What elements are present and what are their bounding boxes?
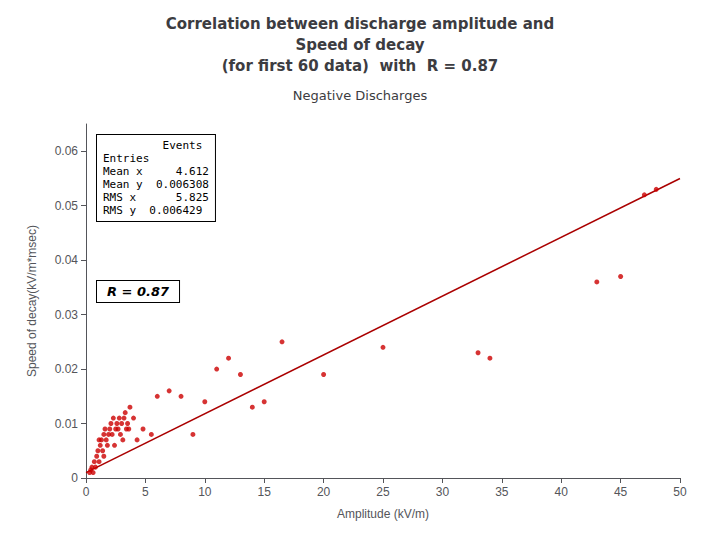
- svg-text:Speed of decay(kV/m*msec): Speed of decay(kV/m*msec): [25, 225, 39, 377]
- svg-text:Correlation between discharge: Correlation between discharge amplitude …: [166, 15, 555, 33]
- svg-text:15: 15: [258, 485, 272, 499]
- svg-text:Events: Events: [103, 139, 202, 152]
- svg-text:20: 20: [317, 485, 331, 499]
- svg-text:50: 50: [673, 485, 687, 499]
- svg-text:40: 40: [555, 485, 569, 499]
- svg-text:5: 5: [142, 485, 149, 499]
- svg-text:35: 35: [495, 485, 509, 499]
- svg-text:R = 0.87: R = 0.87: [107, 284, 170, 299]
- svg-text:RMS y 0.006429: RMS y 0.006429: [103, 204, 202, 217]
- svg-text:10: 10: [198, 485, 212, 499]
- svg-text:0.03: 0.03: [55, 308, 79, 322]
- svg-text:0.02: 0.02: [55, 362, 79, 376]
- svg-text:0.06: 0.06: [55, 144, 79, 158]
- svg-text:Mean x 4.612: Mean x 4.612: [103, 165, 209, 178]
- svg-text:Speed of decay: Speed of decay: [295, 36, 424, 54]
- svg-text:Entries: Entries: [103, 152, 149, 165]
- svg-text:0.05: 0.05: [55, 199, 79, 213]
- svg-text:Amplitude (kV/m): Amplitude (kV/m): [337, 507, 429, 521]
- svg-text:45: 45: [614, 485, 628, 499]
- svg-text:0: 0: [83, 485, 90, 499]
- svg-text:30: 30: [436, 485, 450, 499]
- svg-text:25: 25: [376, 485, 390, 499]
- svg-text:Mean y 0.006308: Mean y 0.006308: [103, 178, 209, 191]
- svg-text:Negative Discharges: Negative Discharges: [293, 88, 428, 103]
- svg-text:0: 0: [71, 471, 78, 485]
- svg-text:0.01: 0.01: [55, 417, 79, 431]
- svg-text:0.04: 0.04: [55, 253, 79, 267]
- svg-text:RMS x 5.825: RMS x 5.825: [103, 191, 209, 204]
- svg-text:(for first 60 data) with R =: (for first 60 data) with R = 0.87: [222, 57, 499, 75]
